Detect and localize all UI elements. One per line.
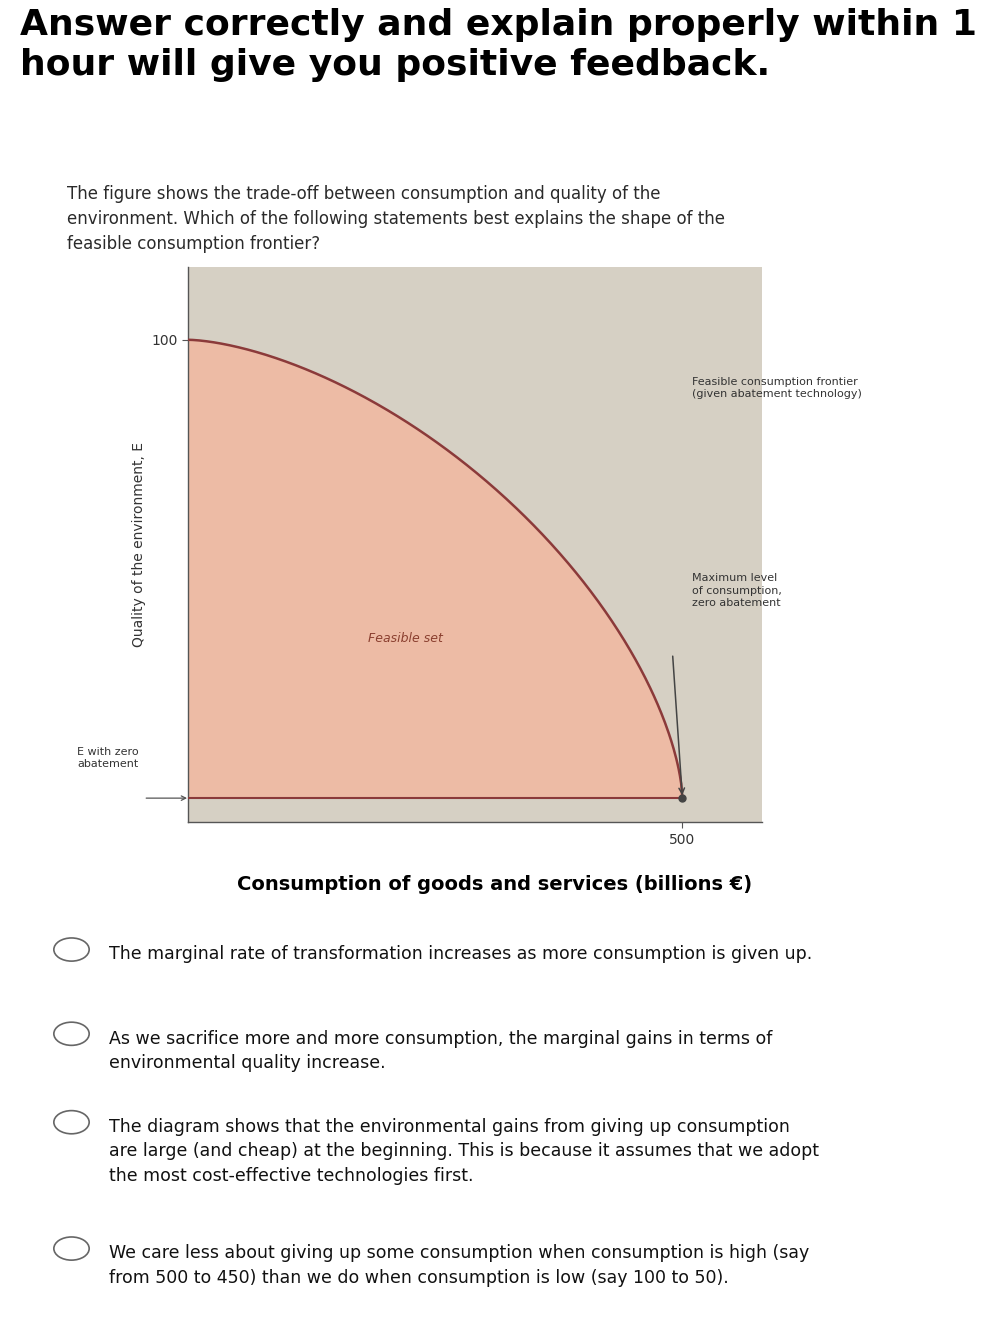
Text: As we sacrifice more and more consumption, the marginal gains in terms of
enviro: As we sacrifice more and more consumptio… [109,1029,772,1072]
Text: Answer correctly and explain properly within 1
hour will give you positive feedb: Answer correctly and explain properly wi… [20,8,976,83]
Text: Consumption of goods and services (billions €): Consumption of goods and services (billi… [237,876,752,894]
Text: The diagram shows that the environmental gains from giving up consumption
are la: The diagram shows that the environmental… [109,1118,819,1185]
Text: The figure shows the trade-off between consumption and quality of the
environmen: The figure shows the trade-off between c… [67,185,725,253]
Y-axis label: Quality of the environment, E: Quality of the environment, E [132,443,145,647]
Text: The marginal rate of transformation increases as more consumption is given up.: The marginal rate of transformation incr… [109,945,812,964]
Polygon shape [188,340,682,798]
Text: E with zero
abatement: E with zero abatement [77,747,138,769]
Text: Feasible consumption frontier
(given abatement technology): Feasible consumption frontier (given aba… [692,377,862,400]
Text: We care less about giving up some consumption when consumption is high (say
from: We care less about giving up some consum… [109,1245,809,1286]
Text: Maximum level
of consumption,
zero abatement: Maximum level of consumption, zero abate… [692,572,782,608]
Text: Feasible set: Feasible set [368,632,443,646]
